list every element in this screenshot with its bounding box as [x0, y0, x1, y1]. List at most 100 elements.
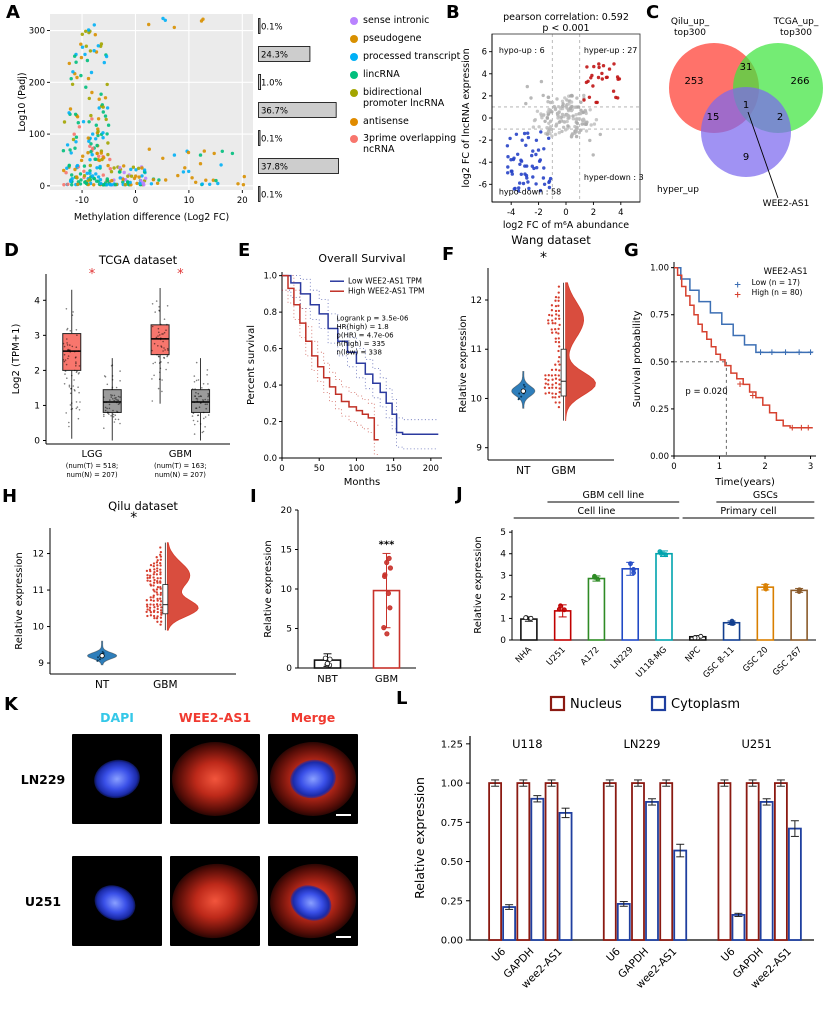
- legend-color-dot: [350, 34, 358, 43]
- svg-text:0: 0: [671, 462, 676, 472]
- qilu-dataset-violin: 9 10 11 12 Relative expression Qilu dataset* N…: [14, 499, 236, 691]
- svg-text:12: 12: [471, 296, 482, 306]
- svg-text:2: 2: [762, 462, 767, 472]
- km-survival-plot: 0 1 2 3 0.00 0.25 0.50 0.75 1.00 Time(years) Survi…: [632, 262, 816, 488]
- svg-text:0.25: 0.25: [650, 405, 669, 415]
- svg-text:hypo-down : 58: hypo-down : 58: [499, 187, 561, 196]
- svg-text:15: 15: [707, 112, 720, 123]
- legend-item: antisense: [350, 115, 468, 128]
- svg-text:Logrank p = 3.5e-06: Logrank p = 3.5e-06: [336, 314, 409, 322]
- svg-text:Percent survival: Percent survival: [246, 325, 257, 405]
- svg-text:37.8%: 37.8%: [261, 163, 288, 173]
- svg-text:GSCs: GSCs: [753, 490, 778, 501]
- channel-label: WEE2-AS1: [178, 710, 252, 725]
- scale-bar: [336, 935, 351, 938]
- svg-text:100: 100: [29, 130, 45, 140]
- legend-label: bidirectional promoter lncRNA: [363, 86, 445, 109]
- svg-text:+: +: [789, 424, 797, 434]
- panel-label-k: K: [4, 694, 18, 715]
- panel-label-f: F: [442, 244, 455, 265]
- svg-text:High WEE2-AS1 TPM: High WEE2-AS1 TPM: [348, 287, 424, 296]
- svg-text:***: ***: [379, 539, 395, 550]
- svg-text:GSC 267: GSC 267: [771, 645, 804, 678]
- svg-text:20: 20: [237, 196, 248, 206]
- svg-text:Methylation difference (Log2 F: Methylation difference (Log2 FC): [74, 212, 229, 223]
- svg-text:0: 0: [40, 182, 45, 192]
- legend-color-dot: [350, 17, 358, 25]
- svg-text:LN229: LN229: [624, 737, 661, 751]
- tcga-expression-boxplot: TCGA dataset 0 1 2 3 4 Log2 (TPM+1) LGG (num(T) …: [11, 253, 230, 479]
- svg-text:Survival probability: Survival probability: [632, 310, 643, 407]
- svg-text:hyper-up : 27: hyper-up : 27: [584, 46, 638, 55]
- svg-text:*: *: [130, 510, 137, 526]
- svg-text:1.0: 1.0: [263, 272, 277, 282]
- svg-text:U118: U118: [512, 737, 542, 751]
- svg-text:+: +: [798, 424, 806, 434]
- fluorescence-image: [268, 734, 358, 824]
- svg-text:Log10 (Padj): Log10 (Padj): [17, 72, 28, 131]
- svg-text:Qilu dataset: Qilu dataset: [108, 499, 178, 513]
- svg-text:5: 5: [286, 625, 292, 635]
- svg-text:150: 150: [386, 464, 402, 474]
- svg-text:+: +: [734, 280, 742, 290]
- panel-label-e: E: [238, 240, 251, 261]
- legend-item: 3prime overlapping ncRNA: [350, 134, 468, 156]
- svg-text:pearson correlation: 0.592: pearson correlation: 0.592: [503, 12, 629, 23]
- svg-text:10: 10: [33, 623, 45, 633]
- svg-text:Log2 (TPM+1): Log2 (TPM+1): [11, 324, 22, 395]
- legend-label: pseudogene: [363, 32, 422, 44]
- svg-text:-6: -6: [479, 180, 487, 190]
- svg-text:TCGA_up_: TCGA_up_: [773, 17, 819, 27]
- svg-text:n(high) = 335: n(high) = 335: [336, 340, 385, 348]
- svg-text:-10: -10: [75, 196, 89, 206]
- svg-text:Relative expression: Relative expression: [473, 536, 484, 633]
- svg-text:U6: U6: [604, 945, 623, 964]
- svg-text:WEE2-AS1: WEE2-AS1: [764, 267, 808, 277]
- svg-text:Cell line: Cell line: [577, 506, 615, 517]
- svg-text:Relative expression: Relative expression: [458, 315, 469, 412]
- svg-text:2: 2: [482, 92, 487, 102]
- svg-text:log2 FC of m⁶A abundance: log2 FC of m⁶A abundance: [503, 220, 629, 231]
- legend-item: bidirectional promoter lncRNA: [350, 86, 468, 110]
- svg-text:LGG: LGG: [81, 449, 102, 460]
- svg-text:50: 50: [314, 464, 325, 474]
- svg-text:0: 0: [563, 208, 568, 218]
- svg-text:200: 200: [29, 78, 45, 88]
- svg-text:GBM: GBM: [375, 674, 398, 685]
- svg-text:4: 4: [618, 208, 623, 218]
- svg-text:0: 0: [279, 464, 284, 474]
- svg-text:-2: -2: [534, 208, 542, 218]
- svg-text:200: 200: [423, 464, 439, 474]
- svg-text:3: 3: [34, 331, 40, 341]
- cell-line-label: U251: [24, 894, 62, 909]
- svg-text:p(HR) = 4.7e-06: p(HR) = 4.7e-06: [336, 331, 394, 339]
- legend-color-dot: [350, 70, 358, 79]
- svg-text:2: 2: [34, 366, 40, 376]
- svg-text:HR(high) = 1.8: HR(high) = 1.8: [336, 323, 388, 331]
- svg-text:Months: Months: [344, 477, 381, 488]
- svg-text:0.1%: 0.1%: [261, 135, 283, 145]
- svg-text:TCGA dataset: TCGA dataset: [98, 253, 178, 267]
- svg-text:0.00: 0.00: [441, 936, 463, 947]
- svg-text:12: 12: [33, 550, 44, 560]
- svg-text:2: 2: [777, 112, 783, 123]
- svg-text:0.50: 0.50: [650, 358, 669, 368]
- svg-text:20: 20: [281, 506, 293, 516]
- svg-text:4: 4: [482, 70, 487, 80]
- legend-label: processed transcript: [363, 50, 461, 62]
- channel-label: DAPI: [100, 710, 134, 725]
- legend-label: antisense: [363, 115, 409, 127]
- svg-text:0.75: 0.75: [650, 311, 669, 321]
- svg-text:GBM: GBM: [169, 449, 192, 460]
- svg-text:*: *: [177, 267, 184, 282]
- panel-label-d: D: [4, 240, 19, 261]
- svg-text:0.8: 0.8: [263, 308, 277, 318]
- svg-text:Primary cell: Primary cell: [720, 506, 776, 517]
- svg-text:+: +: [736, 380, 744, 390]
- svg-text:0.25: 0.25: [441, 896, 463, 907]
- svg-text:11: 11: [33, 586, 44, 596]
- svg-text:Relative expression: Relative expression: [14, 552, 25, 649]
- legend-label: sense intronic: [363, 15, 430, 26]
- svg-text:11: 11: [471, 345, 482, 355]
- legend-item: lincRNA: [350, 69, 468, 81]
